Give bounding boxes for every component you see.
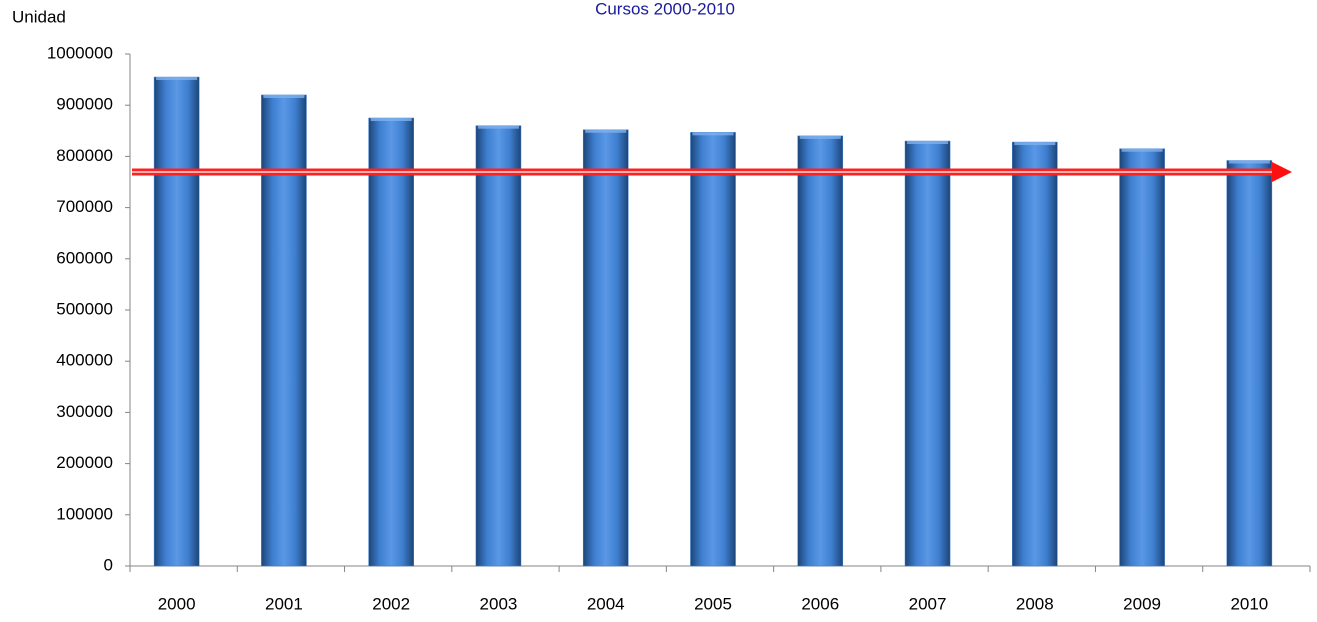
x-tick-label: 2002 — [372, 594, 410, 613]
bar — [797, 135, 844, 567]
bar-cap — [370, 118, 412, 121]
bar — [582, 129, 629, 567]
y-tick-label: 500000 — [56, 299, 113, 318]
bar-cap — [477, 125, 519, 129]
y-tick-label: 700000 — [56, 197, 113, 216]
bar — [1119, 148, 1165, 567]
x-tick-label: 2005 — [694, 594, 732, 613]
bar-cap — [907, 141, 949, 145]
x-tick-label: 2009 — [1123, 594, 1161, 613]
x-tick-label: 2003 — [480, 594, 518, 613]
chart-title: Cursos 2000-2010 — [595, 0, 735, 18]
x-tick-label: 2000 — [158, 594, 196, 613]
x-tick-label: 2006 — [801, 594, 839, 613]
x-tick-label: 2004 — [587, 594, 625, 613]
bar-cap — [1014, 142, 1056, 146]
x-tick-label: 2007 — [909, 594, 947, 613]
bar-cap — [1228, 160, 1270, 164]
y-axis-label: Unidad — [12, 7, 66, 26]
bar — [475, 125, 522, 567]
bar-cap — [692, 132, 734, 136]
bar — [153, 76, 200, 567]
y-tick-label: 1000000 — [47, 43, 113, 62]
bar — [690, 132, 736, 567]
plot-area: 0 100000 200000 300000 400000 500000 600000 700… — [47, 43, 1311, 613]
y-tick-label: 100000 — [56, 504, 113, 523]
bar-cap — [799, 135, 841, 139]
bar — [368, 117, 414, 567]
y-tick-label: 600000 — [56, 248, 113, 267]
bar-cap — [263, 94, 305, 98]
bar-cap — [1121, 148, 1163, 152]
bar — [1226, 160, 1273, 567]
x-tick-label: 2001 — [265, 594, 303, 613]
arrow-annotation — [132, 162, 1292, 182]
bar — [1012, 141, 1058, 567]
bar-cap — [585, 129, 627, 133]
y-tick-label: 300000 — [56, 402, 113, 421]
bar — [904, 140, 951, 567]
y-tick-label: 0 — [104, 555, 113, 574]
y-tick-label: 200000 — [56, 453, 113, 472]
bar-cap — [156, 77, 198, 81]
x-tick-label: 2008 — [1016, 594, 1054, 613]
y-tick-label: 400000 — [56, 351, 113, 370]
bar — [261, 94, 307, 567]
x-tick-label: 2010 — [1230, 594, 1268, 613]
y-tick-label: 900000 — [56, 95, 113, 114]
y-tick-label: 800000 — [56, 146, 113, 165]
arrow-head — [1272, 162, 1292, 182]
